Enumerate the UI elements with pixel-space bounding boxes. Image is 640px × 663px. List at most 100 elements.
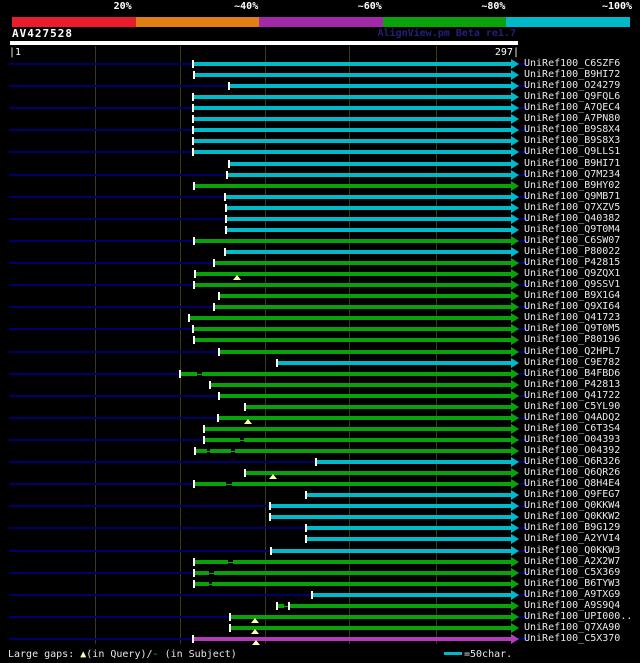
- hit-label[interactable]: UniRef100_Q0KKW3: [524, 545, 621, 556]
- hit-label[interactable]: UniRef100_Q6QR26: [524, 467, 621, 478]
- hit-bar[interactable]: [227, 206, 511, 210]
- hit-label[interactable]: UniRef100_Q0KKW4: [524, 500, 621, 511]
- hit-label[interactable]: UniRef100_P42813: [524, 379, 621, 390]
- hit-bar[interactable]: [195, 482, 511, 486]
- hit-label[interactable]: UniRef100_A9S9Q4: [524, 600, 621, 611]
- hit-bar[interactable]: [194, 139, 511, 143]
- hit-label[interactable]: UniRef100_Q9XI64: [524, 301, 621, 312]
- hit-label[interactable]: UniRef100_B9S8X3: [524, 135, 621, 146]
- hit-label[interactable]: UniRef100_A7PN80: [524, 113, 621, 124]
- hit-label[interactable]: UniRef100_Q41723: [524, 312, 621, 323]
- hit-label[interactable]: UniRef100_Q9FQL6: [524, 91, 621, 102]
- hit-bar[interactable]: [219, 416, 511, 420]
- hit-label[interactable]: UniRef100_P80196: [524, 334, 621, 345]
- hit-bar[interactable]: [226, 250, 511, 254]
- hit-bar[interactable]: [194, 62, 511, 66]
- hit-bar[interactable]: [278, 361, 511, 365]
- hit-label[interactable]: UniRef100_O04393: [524, 434, 621, 445]
- hit-label[interactable]: UniRef100_O04392: [524, 445, 621, 456]
- hit-bar[interactable]: [317, 460, 511, 464]
- hit-bar[interactable]: [194, 117, 511, 121]
- hit-bar[interactable]: [196, 272, 511, 276]
- hit-bar[interactable]: [278, 604, 511, 608]
- hit-bar[interactable]: [215, 305, 511, 309]
- hit-bar[interactable]: [190, 316, 511, 320]
- hit-label[interactable]: UniRef100_C9E782: [524, 357, 621, 368]
- hit-bar[interactable]: [205, 427, 511, 431]
- hit-bar[interactable]: [195, 73, 511, 77]
- hit-bar[interactable]: [227, 228, 511, 232]
- hit-bar[interactable]: [220, 350, 511, 354]
- hit-label[interactable]: UniRef100_B9HI71: [524, 158, 621, 169]
- hit-label[interactable]: UniRef100_Q9T0M5: [524, 323, 621, 334]
- hit-bar[interactable]: [196, 449, 511, 453]
- hit-label[interactable]: UniRef100_Q8H4E4: [524, 478, 621, 489]
- hit-label[interactable]: UniRef100_Q9FEG7: [524, 489, 621, 500]
- hit-bar[interactable]: [205, 438, 511, 442]
- hit-label[interactable]: UniRef100_B6TYW3: [524, 578, 621, 589]
- hit-bar[interactable]: [246, 471, 511, 475]
- hit-label[interactable]: UniRef100_C6SZF6: [524, 58, 621, 69]
- hit-bar[interactable]: [181, 372, 511, 376]
- hit-label[interactable]: UniRef100_P80022: [524, 246, 621, 257]
- hit-label[interactable]: UniRef100_Q6R326: [524, 456, 621, 467]
- hit-label[interactable]: UniRef100_A9TXG9: [524, 589, 621, 600]
- hit-label[interactable]: UniRef100_B4FBD6: [524, 368, 621, 379]
- hit-label[interactable]: UniRef100_P42815: [524, 257, 621, 268]
- hit-bar[interactable]: [220, 294, 511, 298]
- hit-label[interactable]: UniRef100_UPI000..: [524, 611, 633, 622]
- hit-label[interactable]: UniRef100_Q41722: [524, 390, 621, 401]
- hit-bar[interactable]: [194, 128, 511, 132]
- hit-label[interactable]: UniRef100_O24279: [524, 80, 621, 91]
- hit-label[interactable]: UniRef100_Q4ADQ2: [524, 412, 621, 423]
- hit-label[interactable]: UniRef100_Q2HPL7: [524, 346, 621, 357]
- hit-bar[interactable]: [195, 239, 511, 243]
- hit-label[interactable]: UniRef100_C5X370: [524, 633, 621, 644]
- hit-bar[interactable]: [215, 261, 511, 265]
- hit-label[interactable]: UniRef100_C5YL90: [524, 401, 621, 412]
- hit-label[interactable]: UniRef100_B9S8X4: [524, 124, 621, 135]
- hit-bar[interactable]: [227, 217, 511, 221]
- hit-bar[interactable]: [228, 173, 511, 177]
- hit-bar[interactable]: [194, 95, 511, 99]
- hit-bar[interactable]: [313, 593, 511, 597]
- hit-bar[interactable]: [231, 626, 511, 630]
- hit-bar[interactable]: [194, 637, 511, 641]
- hit-bar[interactable]: [211, 383, 511, 387]
- hit-label[interactable]: UniRef100_Q7XA90: [524, 622, 621, 633]
- hit-label[interactable]: UniRef100_Q7M234: [524, 169, 621, 180]
- hit-label[interactable]: UniRef100_Q9LLS1: [524, 146, 621, 157]
- hit-bar[interactable]: [230, 162, 511, 166]
- hit-label[interactable]: UniRef100_B9X1G4: [524, 290, 621, 301]
- hit-bar[interactable]: [194, 327, 511, 331]
- hit-bar[interactable]: [272, 549, 511, 553]
- hit-bar[interactable]: [307, 526, 511, 530]
- hit-label[interactable]: UniRef100_C6SW07: [524, 235, 621, 246]
- hit-bar[interactable]: [271, 515, 511, 519]
- hit-bar[interactable]: [307, 493, 511, 497]
- hit-bar[interactable]: [194, 150, 511, 154]
- hit-bar[interactable]: [231, 615, 511, 619]
- hit-bar[interactable]: [271, 504, 511, 508]
- hit-bar[interactable]: [226, 195, 511, 199]
- hit-bar[interactable]: [195, 338, 511, 342]
- hit-label[interactable]: UniRef100_Q0KKW2: [524, 511, 621, 522]
- hit-label[interactable]: UniRef100_B9G129: [524, 522, 621, 533]
- hit-bar[interactable]: [195, 184, 511, 188]
- hit-label[interactable]: UniRef100_Q9ZQX1: [524, 268, 621, 279]
- hit-bar[interactable]: [246, 405, 511, 409]
- hit-label[interactable]: UniRef100_C6T3S4: [524, 423, 621, 434]
- hit-bar[interactable]: [230, 84, 511, 88]
- hit-label[interactable]: UniRef100_A2X2W7: [524, 556, 621, 567]
- hit-label[interactable]: UniRef100_A2YVI4: [524, 533, 621, 544]
- hit-bar[interactable]: [195, 571, 511, 575]
- hit-bar[interactable]: [195, 560, 511, 564]
- hit-label[interactable]: UniRef100_Q9T0M4: [524, 224, 621, 235]
- hit-label[interactable]: UniRef100_B9HI72: [524, 69, 621, 80]
- hit-label[interactable]: UniRef100_Q9SSV1: [524, 279, 621, 290]
- hit-label[interactable]: UniRef100_C5X369: [524, 567, 621, 578]
- hit-label[interactable]: UniRef100_B9HY02: [524, 180, 621, 191]
- hit-label[interactable]: UniRef100_A7QEC4: [524, 102, 621, 113]
- hit-label[interactable]: UniRef100_Q7XZV5: [524, 202, 621, 213]
- hit-bar[interactable]: [307, 537, 511, 541]
